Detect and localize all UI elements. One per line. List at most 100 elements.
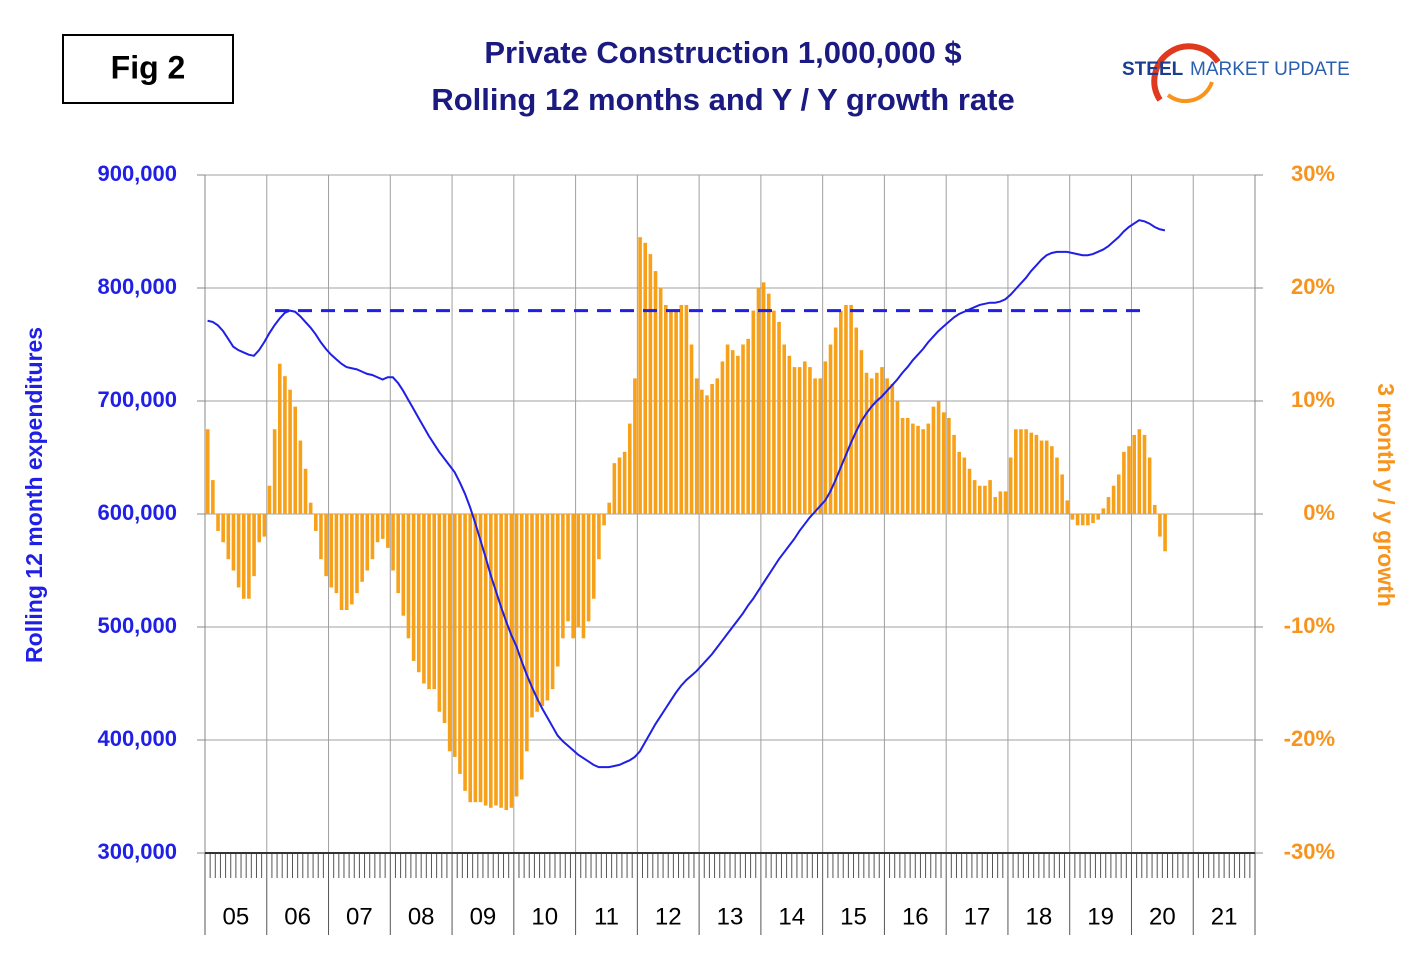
bar (658, 288, 663, 514)
x-tick-label: 14 (778, 903, 805, 930)
bar (483, 514, 488, 806)
bar (288, 389, 292, 514)
bar (638, 237, 642, 514)
y-tick-label: 700,000 (97, 387, 177, 412)
bar (833, 327, 838, 514)
bar (478, 514, 483, 803)
bar (730, 350, 735, 514)
line (207, 219, 1166, 769)
bar (700, 389, 704, 514)
bar (1019, 429, 1023, 514)
bar (391, 514, 395, 571)
x-tick-label: 16 (902, 903, 929, 930)
bar (370, 514, 375, 560)
bar (494, 514, 498, 806)
bar (591, 514, 596, 599)
bar (895, 401, 900, 514)
bar (972, 480, 977, 514)
bar (1029, 432, 1034, 514)
bar (1060, 474, 1064, 514)
bar (303, 468, 308, 514)
bar (272, 429, 277, 514)
bar (375, 514, 380, 543)
bar (936, 401, 941, 514)
bar (736, 355, 740, 514)
bar (916, 425, 920, 514)
bar (406, 514, 411, 639)
bar (911, 423, 915, 514)
bar (473, 514, 478, 803)
bar (875, 372, 879, 514)
bar (411, 514, 416, 661)
bar (1080, 514, 1085, 526)
bar (216, 514, 220, 531)
y2-tick-label: 30% (1291, 161, 1335, 186)
bar (205, 429, 210, 514)
x-tick-label: 11 (594, 903, 619, 930)
bar (1065, 500, 1070, 514)
bar (1044, 440, 1049, 514)
bar (1106, 497, 1111, 514)
bar (859, 350, 864, 514)
bar (308, 502, 313, 514)
bar (792, 367, 797, 514)
bar (880, 367, 884, 514)
bar (344, 514, 349, 611)
bar (926, 423, 931, 514)
bar (355, 514, 359, 594)
bar (396, 514, 400, 594)
bar (226, 514, 231, 560)
bar (1039, 440, 1044, 514)
bar (679, 304, 684, 514)
bar (1086, 514, 1090, 526)
bar (741, 344, 745, 514)
bar (725, 344, 730, 514)
bar (828, 344, 833, 514)
bar (257, 514, 261, 543)
bar (1075, 514, 1080, 526)
bar (694, 378, 699, 514)
bar (1008, 457, 1013, 514)
x-tick-label: 12 (655, 903, 682, 930)
bar (854, 327, 859, 514)
bar (941, 412, 946, 514)
bar (571, 514, 575, 639)
bar (1055, 457, 1059, 514)
bar (787, 355, 792, 514)
bar (1034, 434, 1039, 514)
bar (1091, 514, 1095, 524)
bar (622, 451, 627, 514)
bar (869, 378, 874, 514)
bar (947, 417, 951, 514)
figure-label: Fig 2 (111, 49, 186, 85)
bar (561, 514, 565, 639)
bar (720, 361, 725, 514)
bar (967, 468, 972, 514)
bar (1122, 451, 1126, 514)
bar (360, 514, 364, 582)
y-tick-label: 300,000 (97, 839, 177, 864)
bar (1070, 514, 1075, 520)
y2-tick-label: 10% (1291, 387, 1335, 412)
bar (602, 514, 606, 526)
bar (715, 378, 720, 514)
bar (617, 457, 622, 514)
y-tick-label: 600,000 (97, 500, 177, 525)
bar (241, 514, 246, 599)
bar (597, 514, 601, 560)
y2-tick-label: 0% (1303, 500, 1335, 525)
bar (442, 514, 447, 724)
x-tick-label: 08 (408, 903, 435, 930)
bar (576, 514, 581, 627)
bar (607, 502, 611, 514)
bar (514, 514, 519, 797)
x-tick-label: 18 (1025, 903, 1052, 930)
bar (535, 514, 539, 712)
y-tick-label: 500,000 (97, 613, 177, 638)
chart-title: Private Construction 1,000,000 $ (484, 35, 961, 70)
bar (751, 310, 756, 514)
bar (674, 310, 678, 514)
y2-tick-label: -30% (1284, 839, 1335, 864)
x-tick-label: 13 (717, 903, 744, 930)
bar (468, 514, 473, 803)
